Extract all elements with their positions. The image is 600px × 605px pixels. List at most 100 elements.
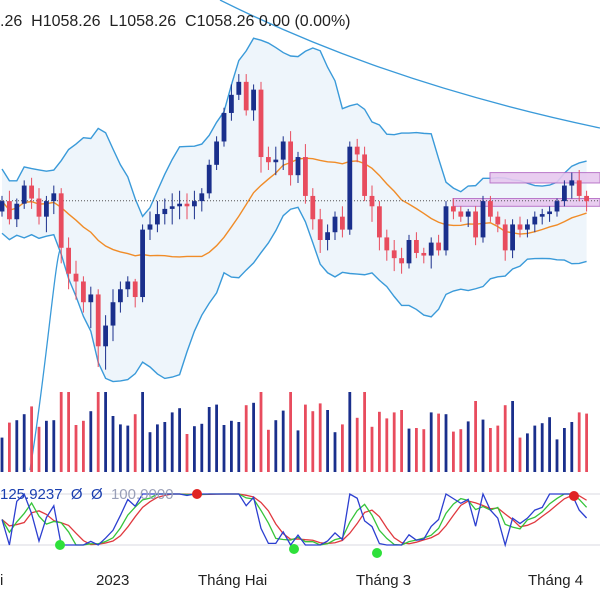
candle-body <box>495 216 501 225</box>
candle-body <box>162 208 168 215</box>
candle-body <box>214 141 219 165</box>
candle-body <box>280 141 286 160</box>
candle-body <box>51 193 57 202</box>
volume-bar <box>37 426 41 472</box>
volume-bar <box>267 429 270 472</box>
volume-bar <box>67 392 70 472</box>
candle-body <box>236 81 242 95</box>
volume-bar <box>407 428 411 472</box>
volume-bar <box>222 425 226 472</box>
volume-bar <box>281 410 285 472</box>
open-value-fragment: .26 <box>0 13 23 30</box>
candle-body <box>44 201 49 217</box>
long-ma-line-left <box>29 249 61 471</box>
volume-bar <box>355 417 359 472</box>
volume-bar <box>126 425 130 472</box>
x-axis-label-thang-4: Tháng 4 <box>528 572 584 589</box>
candle-body <box>118 289 123 303</box>
candle-body <box>525 224 530 230</box>
candle-body <box>443 206 449 251</box>
candle-body <box>384 237 390 251</box>
volume-bar <box>548 417 551 472</box>
volume-bar <box>296 430 300 472</box>
volume-bar <box>555 439 559 472</box>
volume-bar <box>156 424 159 472</box>
close-value: C1058.26 <box>185 13 255 30</box>
volume-bar <box>163 422 167 472</box>
candle-body <box>421 252 427 256</box>
candle-body <box>199 193 205 202</box>
volume-bar <box>326 410 329 472</box>
volume-bar <box>274 420 278 472</box>
volume-bar <box>474 401 477 472</box>
candle-body <box>125 281 131 290</box>
candle-body <box>273 159 279 163</box>
volume-bar <box>385 418 389 472</box>
candle-body <box>473 211 478 238</box>
candle-body <box>332 216 338 233</box>
volume-bar <box>178 408 181 472</box>
candle-body <box>251 89 256 111</box>
volume-bar <box>215 404 218 472</box>
candle-body <box>88 294 94 303</box>
volume-bar <box>289 392 292 472</box>
candle-body <box>584 195 589 202</box>
volume-bar <box>170 412 174 472</box>
candle-body <box>132 281 138 298</box>
candle-body <box>510 224 515 251</box>
x-axis-label-2023: 2023 <box>96 572 130 589</box>
resistance-zone-2 <box>452 198 600 207</box>
candle-body <box>14 203 20 220</box>
candle-body <box>221 112 227 142</box>
volume-bar <box>392 412 396 472</box>
oscillator-faint-value: 100.0000 <box>110 486 174 503</box>
volume-bar <box>59 392 63 472</box>
overbought-marker <box>569 491 579 501</box>
oversold-marker <box>55 540 65 550</box>
volume-bar <box>422 429 426 472</box>
oversold-marker <box>289 544 299 554</box>
oscillator-panel <box>0 489 600 558</box>
volume-bar <box>111 416 115 472</box>
volume-bar <box>333 432 337 472</box>
change-value: 0.00 (0.00%) <box>258 13 351 30</box>
bollinger-fill <box>2 38 587 382</box>
candle-body <box>554 201 560 212</box>
volume-bar <box>429 412 433 472</box>
volume-bar <box>518 437 522 472</box>
volume-bar <box>577 412 581 472</box>
candle-body <box>414 240 419 253</box>
candle-body <box>0 201 5 212</box>
volume-bar <box>363 392 366 472</box>
volume-bar <box>503 405 507 472</box>
oscillator-symbol-2: Ø <box>90 486 103 503</box>
candle-body <box>377 206 382 238</box>
volume-bar <box>104 392 107 472</box>
volume-bar <box>481 419 485 472</box>
candle-body <box>347 146 353 230</box>
volume-bar <box>511 401 514 472</box>
volume-bar <box>30 406 33 472</box>
x-axis-label-0: i <box>0 572 4 589</box>
candle-body <box>36 198 42 217</box>
volume-bar <box>318 403 322 472</box>
resistance-zone-1 <box>489 172 600 184</box>
volume-bar <box>341 424 344 472</box>
candle-body <box>155 214 160 225</box>
candle-body <box>243 81 249 111</box>
candle-body <box>81 281 86 303</box>
low-value: L1058.26 <box>109 13 177 30</box>
candle-body <box>465 211 471 217</box>
candle-body <box>325 232 330 240</box>
volume-bar <box>540 423 544 472</box>
volume-bar <box>82 420 85 472</box>
candle-body <box>169 206 175 209</box>
candle-body <box>369 195 375 207</box>
candle-body <box>406 240 412 264</box>
bollinger-upper-line <box>1 37 587 218</box>
volume-bar <box>89 411 93 472</box>
candle-body <box>206 164 212 194</box>
candle-body <box>488 201 493 217</box>
